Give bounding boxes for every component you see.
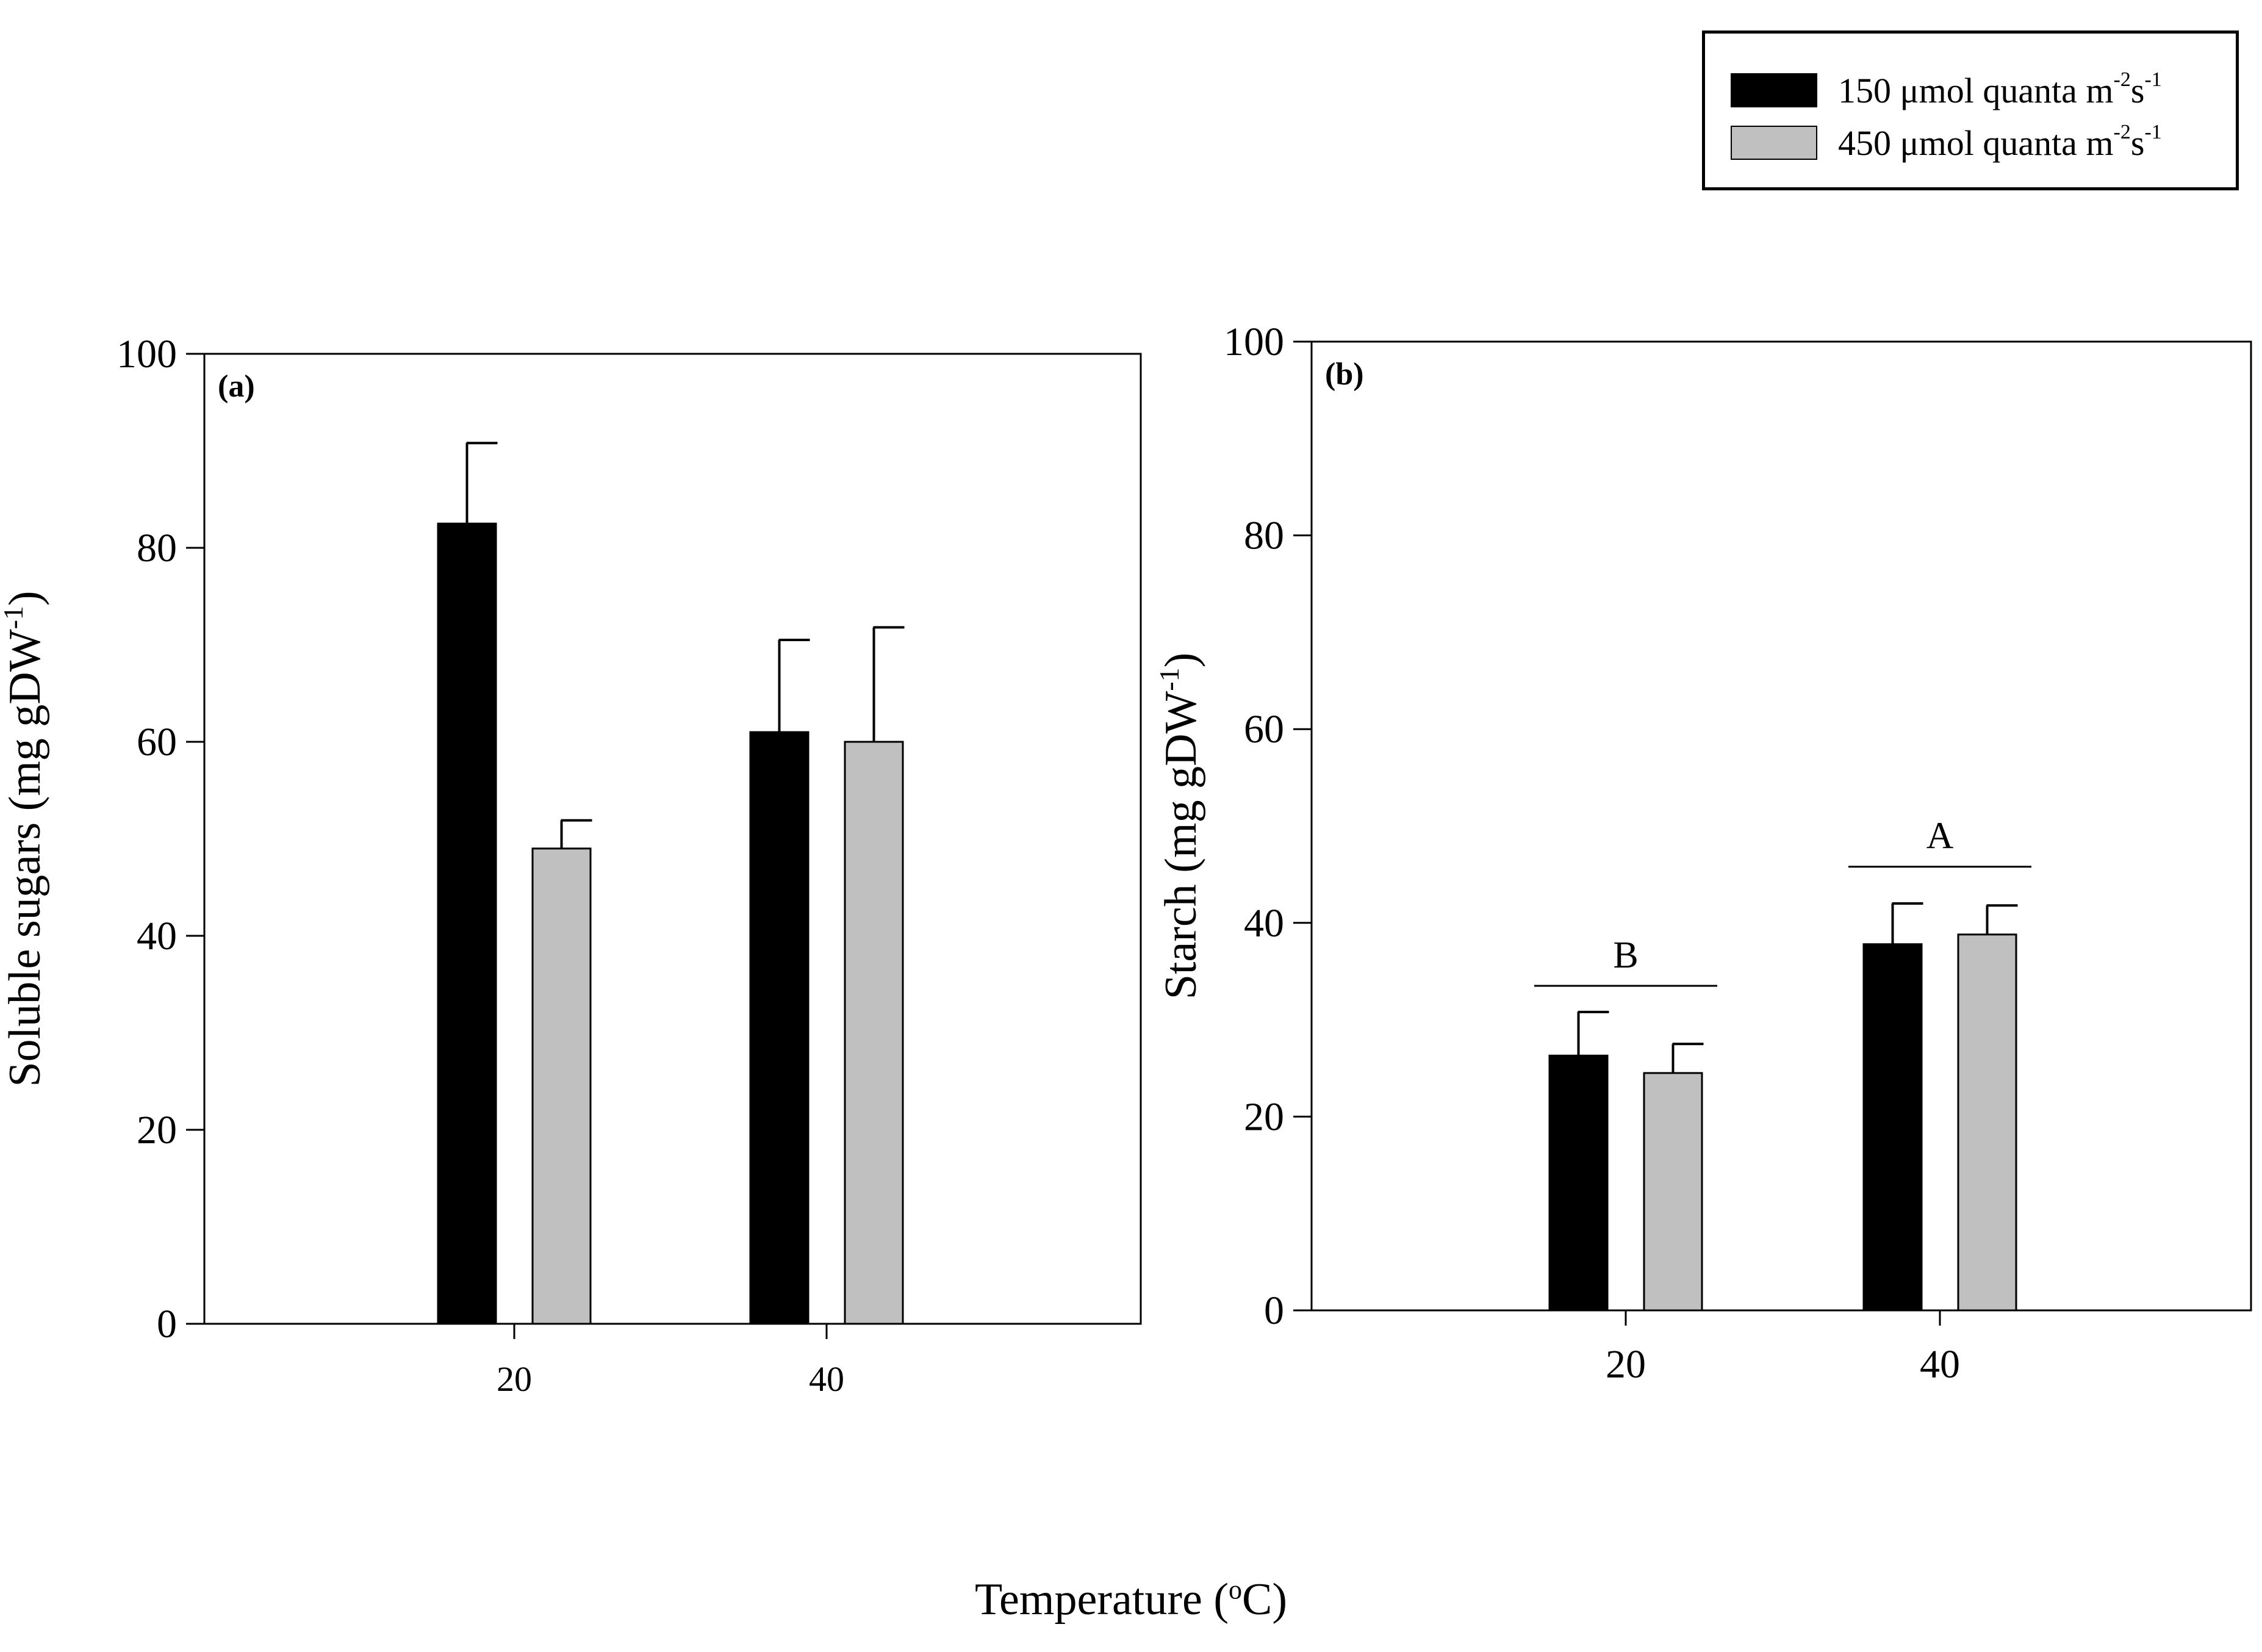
y-axis-title: Soluble sugars (mg gDW-1) <box>0 591 50 1086</box>
legend-label-150: 150 μmol quanta m-2s-1 <box>1838 68 2162 110</box>
panel-b: 0 20 40 60 80 100 20 40 B A (b) Starch (mg gDW-1) <box>1154 320 2252 1387</box>
bar-450-20 <box>1643 1072 1703 1312</box>
bar-150-20 <box>1548 1054 1609 1312</box>
y-tick-label: 20 <box>137 1108 177 1152</box>
legend-entry-150: 150 μmol quanta m-2s-1 <box>1731 68 2162 112</box>
y-tick-label: 60 <box>1244 707 1284 752</box>
y-tick-label: 100 <box>1224 320 1284 364</box>
y-tick-label: 80 <box>137 526 177 570</box>
legend-label-450: 450 μmol quanta m-2s-1 <box>1838 121 2162 163</box>
significance-label: A <box>1926 816 1954 857</box>
bar-150-20 <box>437 522 497 1325</box>
y-tick-label: 0 <box>1264 1288 1284 1333</box>
legend-entry-450: 450 μmol quanta m-2s-1 <box>1731 121 2162 164</box>
y-tick-label: 100 <box>117 332 177 376</box>
plot-frame <box>1310 340 2252 1312</box>
y-axis-title: Starch (mg gDW-1) <box>1154 653 1206 1000</box>
panel-label: (b) <box>1325 357 1364 392</box>
bar-450-40 <box>844 741 904 1325</box>
bar-150-40 <box>1862 943 1923 1312</box>
significance-label: B <box>1613 935 1638 976</box>
panel-label: (a) <box>218 369 255 404</box>
bar-450-40 <box>1957 933 2017 1312</box>
legend-swatch-150 <box>1731 73 1817 107</box>
y-tick-label: 40 <box>1244 901 1284 946</box>
x-axis-title: Temperature (oC) <box>975 1575 1287 1625</box>
legend: 150 μmol quanta m-2s-1 450 μmol quanta m… <box>1702 31 2239 190</box>
y-tick-label: 60 <box>137 720 177 764</box>
y-tick-label: 80 <box>1244 514 1284 558</box>
y-tick-label: 40 <box>137 914 177 958</box>
bar-450-20 <box>531 847 592 1325</box>
y-tick-label: 20 <box>1244 1094 1284 1139</box>
x-tick-label: 20 <box>497 1359 532 1399</box>
x-tick-label: 40 <box>1920 1342 1960 1387</box>
y-tick-label: 0 <box>157 1302 177 1346</box>
panel-a: 0 20 40 60 80 100 20 40 (a) Soluble sugars (mg gD… <box>0 332 1142 1399</box>
legend-swatch-450 <box>1731 126 1817 160</box>
x-tick-label: 20 <box>1606 1342 1646 1387</box>
bar-150-40 <box>749 731 810 1325</box>
plot-frame <box>203 353 1142 1325</box>
x-tick-label: 40 <box>809 1359 844 1399</box>
